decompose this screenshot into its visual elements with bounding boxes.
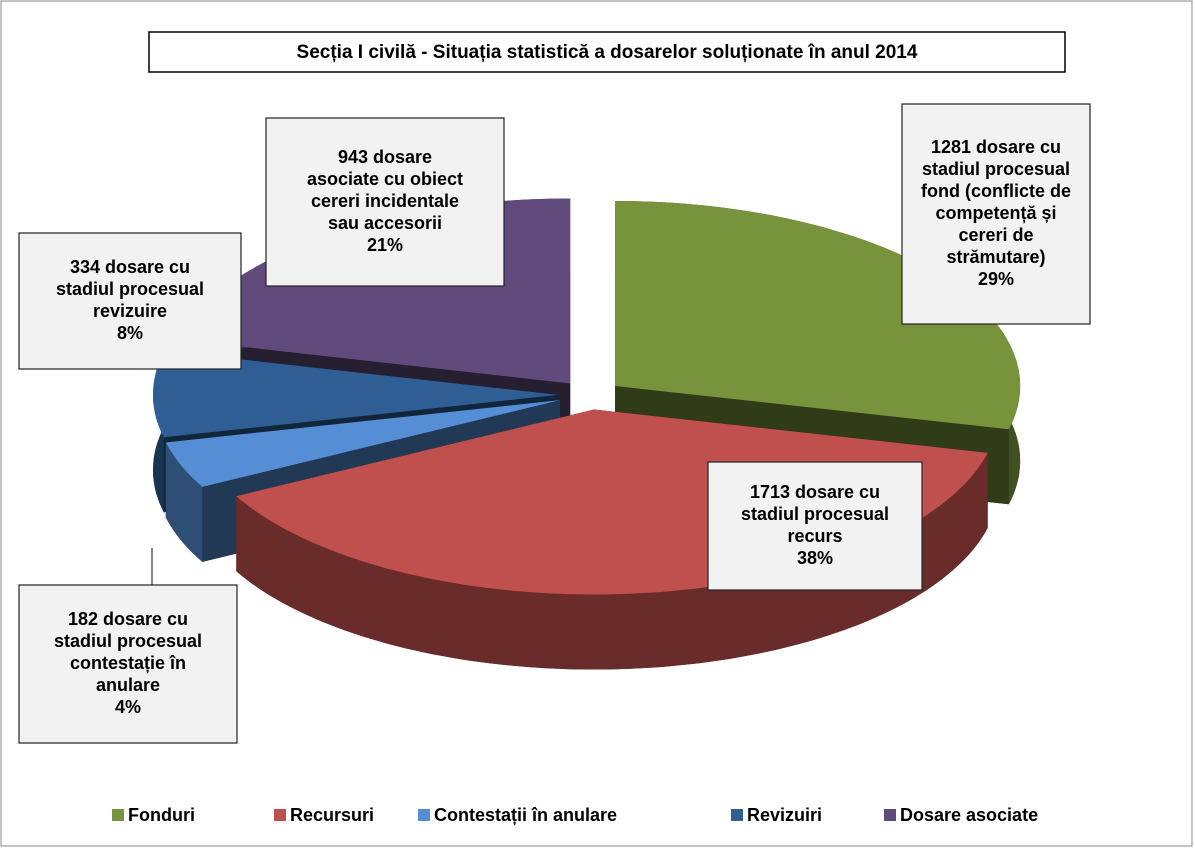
chart-title: Secția I civilă - Situația statistică a … [297, 42, 918, 63]
data-label-line: contestație în [70, 653, 186, 673]
data-label-box [901, 103, 1091, 325]
legend-swatch [731, 809, 743, 821]
slice-top [165, 400, 561, 487]
slice-wall [165, 400, 561, 518]
data-label-line: 182 dosare cu [68, 609, 188, 629]
legend-swatch [418, 809, 430, 821]
slice-side [236, 452, 988, 670]
legend-swatch [112, 809, 124, 821]
legend-swatch [884, 809, 896, 821]
data-label-line: strămutare) [946, 247, 1045, 267]
data-label-line: stadiul procesual [56, 279, 204, 299]
data-label-line: competență și [935, 203, 1056, 223]
data-label-line: cereri de [958, 225, 1033, 245]
data-label-box [18, 232, 242, 370]
data-label-percent: 29% [978, 269, 1014, 289]
data-label-line: stadiul procesual [922, 159, 1070, 179]
data-label-box [18, 584, 238, 744]
data-label-box [707, 461, 923, 591]
data-label-line: 334 dosare cu [70, 257, 190, 277]
data-label-line: asociate cu obiect [307, 169, 463, 189]
data-label-box [265, 117, 505, 287]
legend-label: Recursuri [290, 805, 374, 825]
legend-swatch [274, 809, 286, 821]
slice-top [153, 350, 558, 438]
data-label-percent: 38% [797, 548, 833, 568]
slice-top [615, 201, 1021, 430]
data-label-line: recurs [787, 526, 842, 546]
title-box [148, 31, 1066, 73]
legend-label: Contestații în anulare [434, 805, 617, 825]
data-label-line: sau accesorii [328, 213, 442, 233]
data-label-line: fond (conflicte de [921, 181, 1071, 201]
data-label-line: 943 dosare [338, 147, 432, 167]
data-label-line: cereri incidentale [311, 191, 459, 211]
data-label-line: revizuire [93, 301, 167, 321]
slice-side [165, 442, 203, 562]
data-label-line: stadiul procesual [741, 504, 889, 524]
data-label-line: anulare [96, 675, 160, 695]
data-label-line: 1281 dosare cu [931, 137, 1061, 157]
data-label-percent: 4% [115, 697, 141, 717]
data-label-line: stadiul procesual [54, 631, 202, 651]
legend-label: Fonduri [128, 805, 195, 825]
legend-label: Revizuiri [747, 805, 822, 825]
legend-label: Dosare asociate [900, 805, 1038, 825]
data-label-line: 1713 dosare cu [750, 482, 880, 502]
data-label-percent: 8% [117, 323, 143, 343]
data-label-percent: 21% [367, 235, 403, 255]
